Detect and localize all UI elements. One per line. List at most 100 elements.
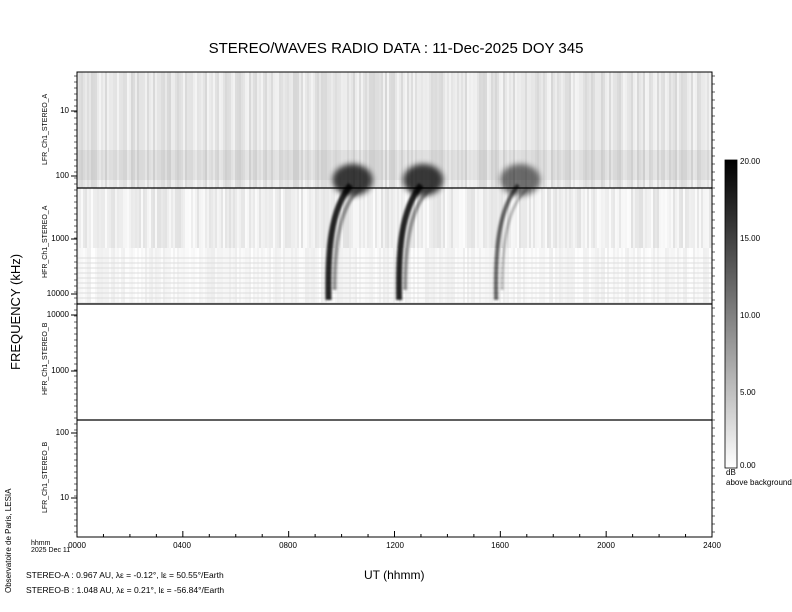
spectrogram-cell — [695, 248, 697, 304]
spectrogram-cell — [691, 72, 693, 188]
spectrogram-cell — [371, 72, 373, 188]
spectrogram-cell — [503, 248, 505, 304]
spectrogram-cell — [441, 72, 443, 188]
spectrogram-cell — [231, 248, 233, 304]
spectrogram-cell — [633, 188, 635, 248]
spectrogram-cell — [335, 72, 337, 188]
spectrogram-cell — [633, 72, 635, 188]
spectrogram-cell — [439, 188, 441, 248]
spectrogram-cell — [291, 248, 293, 304]
spectrogram-cell — [419, 72, 421, 188]
spectrogram-cell — [619, 248, 621, 304]
spectrogram-cell — [703, 188, 705, 248]
spectrogram-cell — [199, 188, 201, 248]
spectrogram-cell — [443, 248, 445, 304]
spectrogram-cell — [555, 248, 557, 304]
spectrogram-cell — [419, 188, 421, 248]
spectrogram-cell — [337, 188, 339, 248]
spectrogram-cell — [323, 72, 325, 188]
spectrogram-cell — [603, 248, 605, 304]
spectrogram-cell — [349, 188, 351, 248]
spectrogram-cell — [449, 248, 451, 304]
spectrogram-cell — [343, 72, 345, 188]
spectrogram-cell — [159, 188, 161, 248]
spectrogram-cell — [697, 248, 699, 304]
spectrogram-cell — [657, 248, 659, 304]
spectrogram-cell — [677, 72, 679, 188]
y-tick: 1000 — [51, 234, 69, 243]
spectrogram-cell — [457, 188, 459, 248]
spectrogram-cell — [265, 72, 267, 188]
spectrogram-cell — [699, 72, 701, 188]
spectrogram-cell — [619, 72, 621, 188]
spectrogram-cell — [689, 188, 691, 248]
spectrogram-cell — [673, 188, 675, 248]
spectrogram-cell — [137, 188, 139, 248]
spectrogram-cell — [131, 72, 133, 188]
spectrogram-cell — [483, 188, 485, 248]
spectrogram-cell — [451, 188, 453, 248]
spectrogram-cell — [531, 188, 533, 248]
spectrogram-cell — [409, 188, 411, 248]
spectrogram-cell — [359, 188, 361, 248]
spectrogram-cell — [197, 72, 199, 188]
spectrogram-cell — [153, 72, 155, 188]
spectrogram-cell — [475, 248, 477, 304]
spectrogram-cell — [481, 248, 483, 304]
spectrogram-cell — [573, 72, 575, 188]
spectrogram-cell — [497, 72, 499, 188]
spectrogram-cell — [643, 188, 645, 248]
y-tick: 100 — [55, 428, 69, 437]
spectrogram-cell — [257, 248, 259, 304]
spectrogram-cell — [391, 188, 393, 248]
spectrogram-cell — [267, 72, 269, 188]
spectrogram-cell — [281, 188, 283, 248]
spectrogram-cell — [301, 248, 303, 304]
spectrogram-cell — [277, 248, 279, 304]
spectrogram-cell — [543, 72, 545, 188]
figure-title: STEREO/WAVES RADIO DATA : 11-Dec-2025 DO… — [208, 40, 584, 57]
spectrogram-cell — [85, 72, 87, 188]
spectrogram-cell — [259, 248, 261, 304]
spectrogram-cell — [139, 72, 141, 188]
spectrogram-cell — [449, 72, 451, 188]
spectrogram-cell — [637, 72, 639, 188]
spectrogram-cell — [661, 72, 663, 188]
spectrogram-cell — [289, 72, 291, 188]
spectrogram-cell — [121, 188, 123, 248]
spectrogram-cell — [159, 72, 161, 188]
spectrogram-cell — [91, 72, 93, 188]
spectrogram-cell — [375, 188, 377, 248]
spectrogram-cell — [147, 72, 149, 188]
spectrogram-cell — [113, 248, 115, 304]
spectrogram-cell — [493, 72, 495, 188]
colorbar — [724, 159, 738, 469]
spectrogram-cell — [681, 248, 683, 304]
spectrogram-cell — [653, 248, 655, 304]
spectrogram-cell — [135, 188, 137, 248]
spectrogram-cell — [291, 72, 293, 188]
spectrogram-cell — [557, 248, 559, 304]
spectrogram-cell — [523, 188, 525, 248]
spectrogram-cell — [121, 72, 123, 188]
spectrogram-cell — [693, 188, 695, 248]
spectrogram-cell — [649, 188, 651, 248]
spectrogram-cell — [599, 72, 601, 188]
spectrogram-cell — [697, 188, 699, 248]
burst-lfr-blob — [403, 164, 444, 196]
spectrogram-cell — [277, 72, 279, 188]
spectrogram-cell — [295, 72, 297, 188]
spectrogram-cell — [641, 188, 643, 248]
spectrogram-cell — [89, 72, 91, 188]
spectrogram-cell — [431, 188, 433, 248]
spectrogram-cell — [111, 248, 113, 304]
spectrogram-cell — [447, 72, 449, 188]
spectrogram-cell — [663, 188, 665, 248]
spectrogram-cell — [317, 72, 319, 188]
spectrogram-cell — [569, 188, 571, 248]
spectrogram-cell — [221, 248, 223, 304]
x-header-format: hhmm — [31, 540, 51, 547]
spectrogram-cell — [309, 72, 311, 188]
spectrogram-cell — [455, 188, 457, 248]
spectrogram-cell — [373, 188, 375, 248]
